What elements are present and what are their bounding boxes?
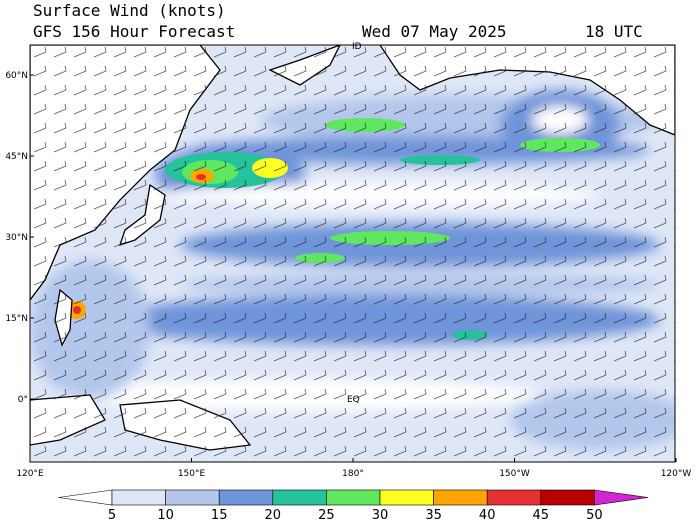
forecast-date: Wed 07 May 2025 bbox=[362, 22, 507, 41]
lon-label: 180° bbox=[342, 469, 364, 479]
forecast-time: 18 UTC bbox=[585, 22, 643, 41]
map-marker: EQ bbox=[347, 395, 360, 405]
colorbar-label: 10 bbox=[157, 508, 174, 523]
map-marker: ID bbox=[352, 42, 362, 52]
colorbar-box bbox=[218, 489, 274, 506]
lon-label: 150°E bbox=[178, 469, 206, 479]
lon-label: 120°E bbox=[16, 469, 44, 479]
colorbar-box bbox=[326, 489, 381, 506]
colorbar-box bbox=[272, 489, 327, 506]
colorbar-label: 20 bbox=[265, 508, 282, 523]
lon-label: 150°W bbox=[499, 469, 530, 479]
subtitle: GFS 156 Hour Forecast bbox=[33, 22, 235, 41]
colorbar-high bbox=[594, 489, 649, 506]
colorbar-label: 15 bbox=[211, 508, 228, 523]
lon-label: 120°W bbox=[661, 469, 692, 479]
colorbar-box bbox=[111, 489, 166, 506]
colorbar-box bbox=[540, 489, 595, 506]
lat-label: 60°N bbox=[5, 71, 28, 81]
colorbar-box bbox=[165, 489, 220, 506]
colorbar-label: 45 bbox=[533, 508, 550, 523]
colorbar-label: 35 bbox=[425, 508, 442, 523]
colorbar-label: 40 bbox=[479, 508, 496, 523]
colorbar-label: 30 bbox=[372, 508, 389, 523]
colorbar-box bbox=[379, 489, 434, 506]
colorbar-label: 5 bbox=[108, 508, 116, 523]
map-field bbox=[30, 45, 675, 462]
lat-label: 15°N bbox=[5, 314, 28, 324]
lat-label: 45°N bbox=[5, 152, 28, 162]
title: Surface Wind (knots) bbox=[33, 1, 226, 20]
colorbar-label: 25 bbox=[318, 508, 335, 523]
colorbar-box bbox=[486, 489, 542, 506]
colorbar-low bbox=[58, 489, 113, 506]
colorbar-label: 50 bbox=[586, 508, 603, 523]
colorbar-box bbox=[433, 489, 488, 506]
lat-label: 30°N bbox=[5, 233, 28, 243]
lat-label: 0° bbox=[18, 395, 28, 405]
